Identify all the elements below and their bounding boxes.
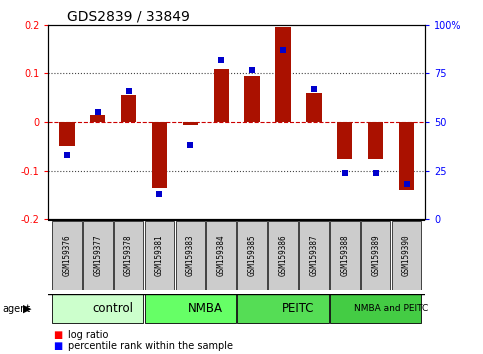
Point <box>248 67 256 72</box>
FancyBboxPatch shape <box>361 221 390 290</box>
Point <box>63 152 71 158</box>
Bar <box>399 122 414 190</box>
Point <box>217 57 225 63</box>
Text: agent: agent <box>2 304 30 314</box>
Text: GSM159386: GSM159386 <box>279 234 287 276</box>
FancyBboxPatch shape <box>268 221 298 290</box>
FancyBboxPatch shape <box>175 221 205 290</box>
FancyBboxPatch shape <box>144 221 174 290</box>
Bar <box>306 93 322 122</box>
Point <box>372 170 380 176</box>
FancyBboxPatch shape <box>114 221 143 290</box>
Bar <box>183 122 198 125</box>
Point <box>341 170 349 176</box>
Point <box>403 182 411 187</box>
FancyBboxPatch shape <box>144 295 236 323</box>
Text: GSM159389: GSM159389 <box>371 234 380 276</box>
Text: NMBA and PEITC: NMBA and PEITC <box>354 304 428 313</box>
FancyBboxPatch shape <box>330 295 421 323</box>
Point <box>186 143 194 148</box>
Text: percentile rank within the sample: percentile rank within the sample <box>68 341 233 351</box>
Text: GSM159385: GSM159385 <box>248 234 256 276</box>
Text: ■: ■ <box>53 330 62 339</box>
Text: ▶: ▶ <box>23 304 32 314</box>
FancyBboxPatch shape <box>52 221 82 290</box>
Bar <box>244 76 260 122</box>
Text: GSM159387: GSM159387 <box>310 234 318 276</box>
Bar <box>213 69 229 122</box>
Text: GSM159376: GSM159376 <box>62 234 71 276</box>
Bar <box>368 122 384 159</box>
FancyBboxPatch shape <box>52 295 143 323</box>
Bar <box>59 122 74 147</box>
FancyBboxPatch shape <box>299 221 329 290</box>
Text: GSM159383: GSM159383 <box>186 234 195 276</box>
Text: GSM159381: GSM159381 <box>155 234 164 276</box>
Text: GSM159378: GSM159378 <box>124 234 133 276</box>
FancyBboxPatch shape <box>392 221 421 290</box>
Point <box>156 191 163 197</box>
Point <box>310 86 318 92</box>
Bar <box>275 27 291 122</box>
FancyBboxPatch shape <box>330 221 359 290</box>
Text: log ratio: log ratio <box>68 330 108 339</box>
Bar <box>121 95 136 122</box>
Text: ■: ■ <box>53 341 62 351</box>
Text: PEITC: PEITC <box>282 302 315 315</box>
Point <box>94 110 101 115</box>
FancyBboxPatch shape <box>206 221 236 290</box>
Text: control: control <box>93 302 134 315</box>
Bar <box>90 115 105 122</box>
Point <box>279 47 287 53</box>
Text: GSM159384: GSM159384 <box>217 234 226 276</box>
FancyBboxPatch shape <box>237 295 329 323</box>
Bar <box>152 122 167 188</box>
Text: GSM159377: GSM159377 <box>93 234 102 276</box>
Text: GSM159388: GSM159388 <box>340 234 349 276</box>
Bar <box>337 122 353 159</box>
Text: GSM159390: GSM159390 <box>402 234 411 276</box>
Text: NMBA: NMBA <box>188 302 223 315</box>
Point <box>125 88 132 94</box>
FancyBboxPatch shape <box>237 221 267 290</box>
FancyBboxPatch shape <box>83 221 113 290</box>
Text: GDS2839 / 33849: GDS2839 / 33849 <box>67 10 190 24</box>
